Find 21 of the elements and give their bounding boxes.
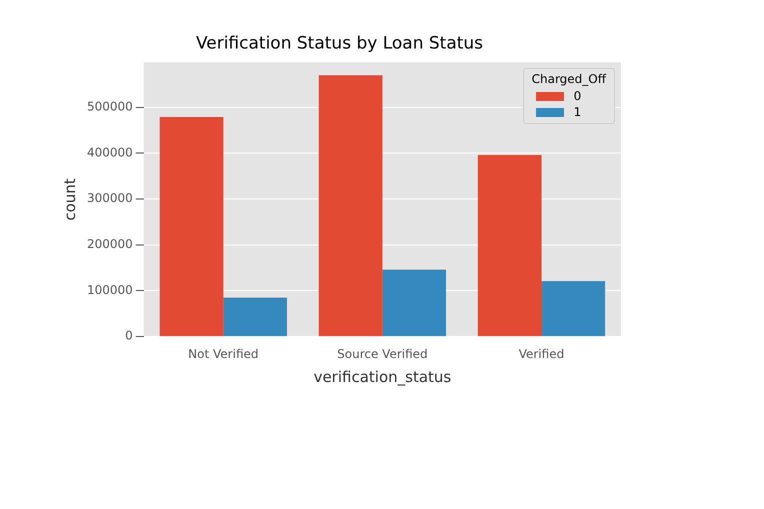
bar <box>382 270 446 336</box>
y-tick-label: 400000 <box>86 145 133 160</box>
y-tick-label: 300000 <box>86 191 133 206</box>
chart-title: Verification Status by Loan Status <box>196 34 484 54</box>
bar <box>223 298 287 336</box>
bar <box>160 116 224 336</box>
x-tick-label: Not Verified <box>188 346 259 361</box>
y-tick-label: 200000 <box>86 237 133 252</box>
y-tick-label: 500000 <box>86 99 133 114</box>
bar <box>318 75 382 336</box>
x-tick-label: Verified <box>518 346 564 361</box>
legend-label: 1 <box>574 105 582 120</box>
x-tick-label: Source Verified <box>337 346 428 361</box>
y-axis-title: count <box>60 178 79 221</box>
y-tick-label: 0 <box>125 328 133 343</box>
legend-label: 0 <box>574 89 582 104</box>
bar <box>478 155 542 336</box>
x-axis-title: verification_status <box>314 368 452 386</box>
bar <box>541 281 606 336</box>
y-tick-label: 100000 <box>86 282 133 297</box>
legend-title: Charged_Off <box>532 72 606 86</box>
